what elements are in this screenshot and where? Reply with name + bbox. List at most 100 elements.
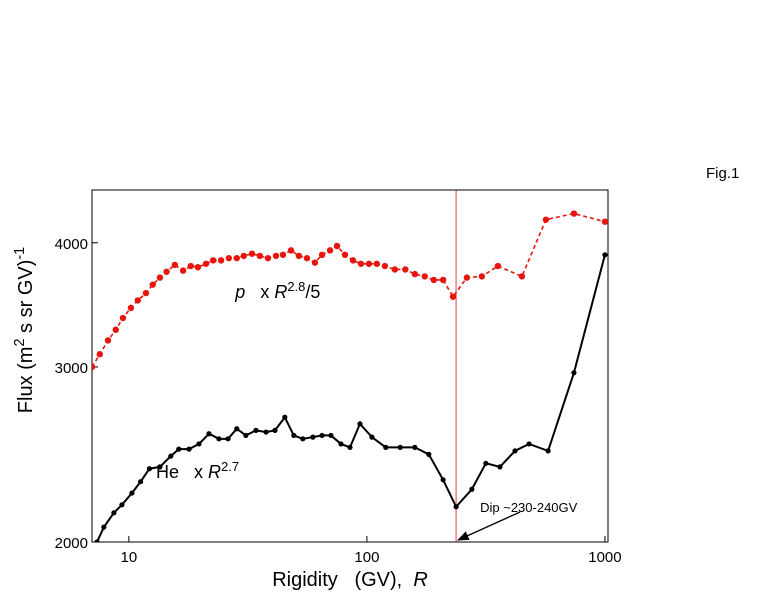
data-point — [243, 432, 249, 439]
data-point — [357, 421, 363, 427]
data-point — [234, 426, 240, 432]
annotation-arrow — [457, 511, 521, 541]
data-point — [341, 251, 349, 259]
data-point — [94, 539, 100, 542]
data-point — [430, 276, 438, 284]
series-label-part: x — [245, 282, 274, 302]
data-point — [171, 261, 179, 269]
data-point — [439, 276, 447, 284]
data-point — [440, 477, 446, 483]
data-point — [248, 250, 256, 257]
data-point — [176, 446, 182, 452]
series-label-part: x — [179, 462, 208, 482]
series-label-part: 2.8 — [287, 278, 305, 293]
data-point — [542, 216, 550, 223]
data-point — [526, 441, 532, 447]
data-point — [402, 266, 409, 273]
x-tick-label: 10 — [121, 549, 138, 566]
data-point — [483, 460, 489, 466]
data-point — [233, 254, 240, 262]
data-point — [357, 260, 365, 267]
data-point — [412, 444, 418, 450]
x-tick-label: 1000 — [588, 549, 621, 566]
data-point — [225, 254, 233, 262]
data-point — [202, 260, 210, 267]
plot-frame — [91, 189, 609, 543]
data-point — [264, 254, 272, 262]
data-point — [156, 274, 164, 281]
data-point — [272, 252, 280, 260]
data-point — [478, 273, 486, 280]
data-point — [279, 251, 287, 259]
data-point — [318, 251, 326, 259]
data-point — [421, 273, 428, 280]
data-point — [163, 268, 170, 275]
data-point — [295, 252, 303, 260]
data-point — [256, 252, 264, 260]
data-point — [494, 262, 502, 270]
data-point — [365, 260, 373, 267]
data-point — [300, 436, 306, 442]
data-point — [518, 273, 526, 280]
data-point — [272, 427, 278, 433]
series-label-part: R — [208, 462, 221, 482]
series-label: p x R2.8/5 — [234, 278, 320, 302]
data-point — [111, 510, 117, 516]
data-point — [333, 242, 341, 250]
y-tick-label: 2000 — [55, 535, 88, 552]
data-point — [142, 289, 150, 297]
series-line — [92, 212, 606, 368]
data-point — [326, 247, 334, 254]
data-point — [96, 350, 104, 358]
data-point — [291, 432, 297, 439]
data-point — [319, 432, 325, 439]
data-point — [349, 257, 357, 264]
x-tick-label: 100 — [354, 549, 379, 566]
series-label-part: /5 — [305, 282, 320, 302]
data-point — [303, 254, 311, 262]
data-point — [449, 293, 457, 300]
x-axis-label-part: Rigidity (GV), — [272, 569, 413, 591]
data-point — [119, 314, 127, 322]
data-point — [512, 448, 518, 454]
data-point — [453, 504, 459, 510]
data-point — [240, 252, 248, 260]
data-point — [426, 451, 432, 457]
data-point — [157, 464, 163, 470]
data-point — [216, 436, 222, 442]
data-point — [328, 432, 334, 439]
data-point — [225, 436, 231, 442]
data-point — [570, 210, 578, 217]
data-point — [310, 434, 316, 440]
data-point — [463, 274, 471, 281]
data-point — [381, 262, 389, 270]
data-point — [571, 370, 577, 376]
data-point — [187, 262, 194, 270]
data-point — [369, 434, 375, 440]
data-point — [411, 270, 419, 278]
data-point — [338, 441, 344, 447]
data-point — [391, 266, 399, 273]
data-point — [263, 429, 269, 435]
data-point — [137, 479, 144, 485]
data-point — [217, 257, 225, 264]
data-point — [253, 427, 259, 433]
data-point — [146, 466, 153, 472]
data-point — [209, 257, 217, 264]
data-point — [101, 524, 107, 530]
series-label: He x R2.7 — [156, 458, 239, 482]
data-point — [601, 218, 608, 225]
y-axis-label-part: -1 — [12, 247, 28, 260]
data-point — [179, 267, 187, 274]
x-axis-label: Rigidity (GV), R — [272, 569, 428, 591]
data-point — [112, 326, 119, 333]
data-point — [282, 414, 288, 420]
data-point — [397, 444, 403, 450]
y-tick-label: 4000 — [55, 236, 88, 253]
data-point — [129, 490, 135, 496]
data-point — [497, 464, 503, 470]
series-label-part: He — [156, 462, 179, 482]
data-point — [373, 260, 380, 267]
y-axis-label: Flux (m2 s sr GV)-1 — [12, 247, 37, 413]
